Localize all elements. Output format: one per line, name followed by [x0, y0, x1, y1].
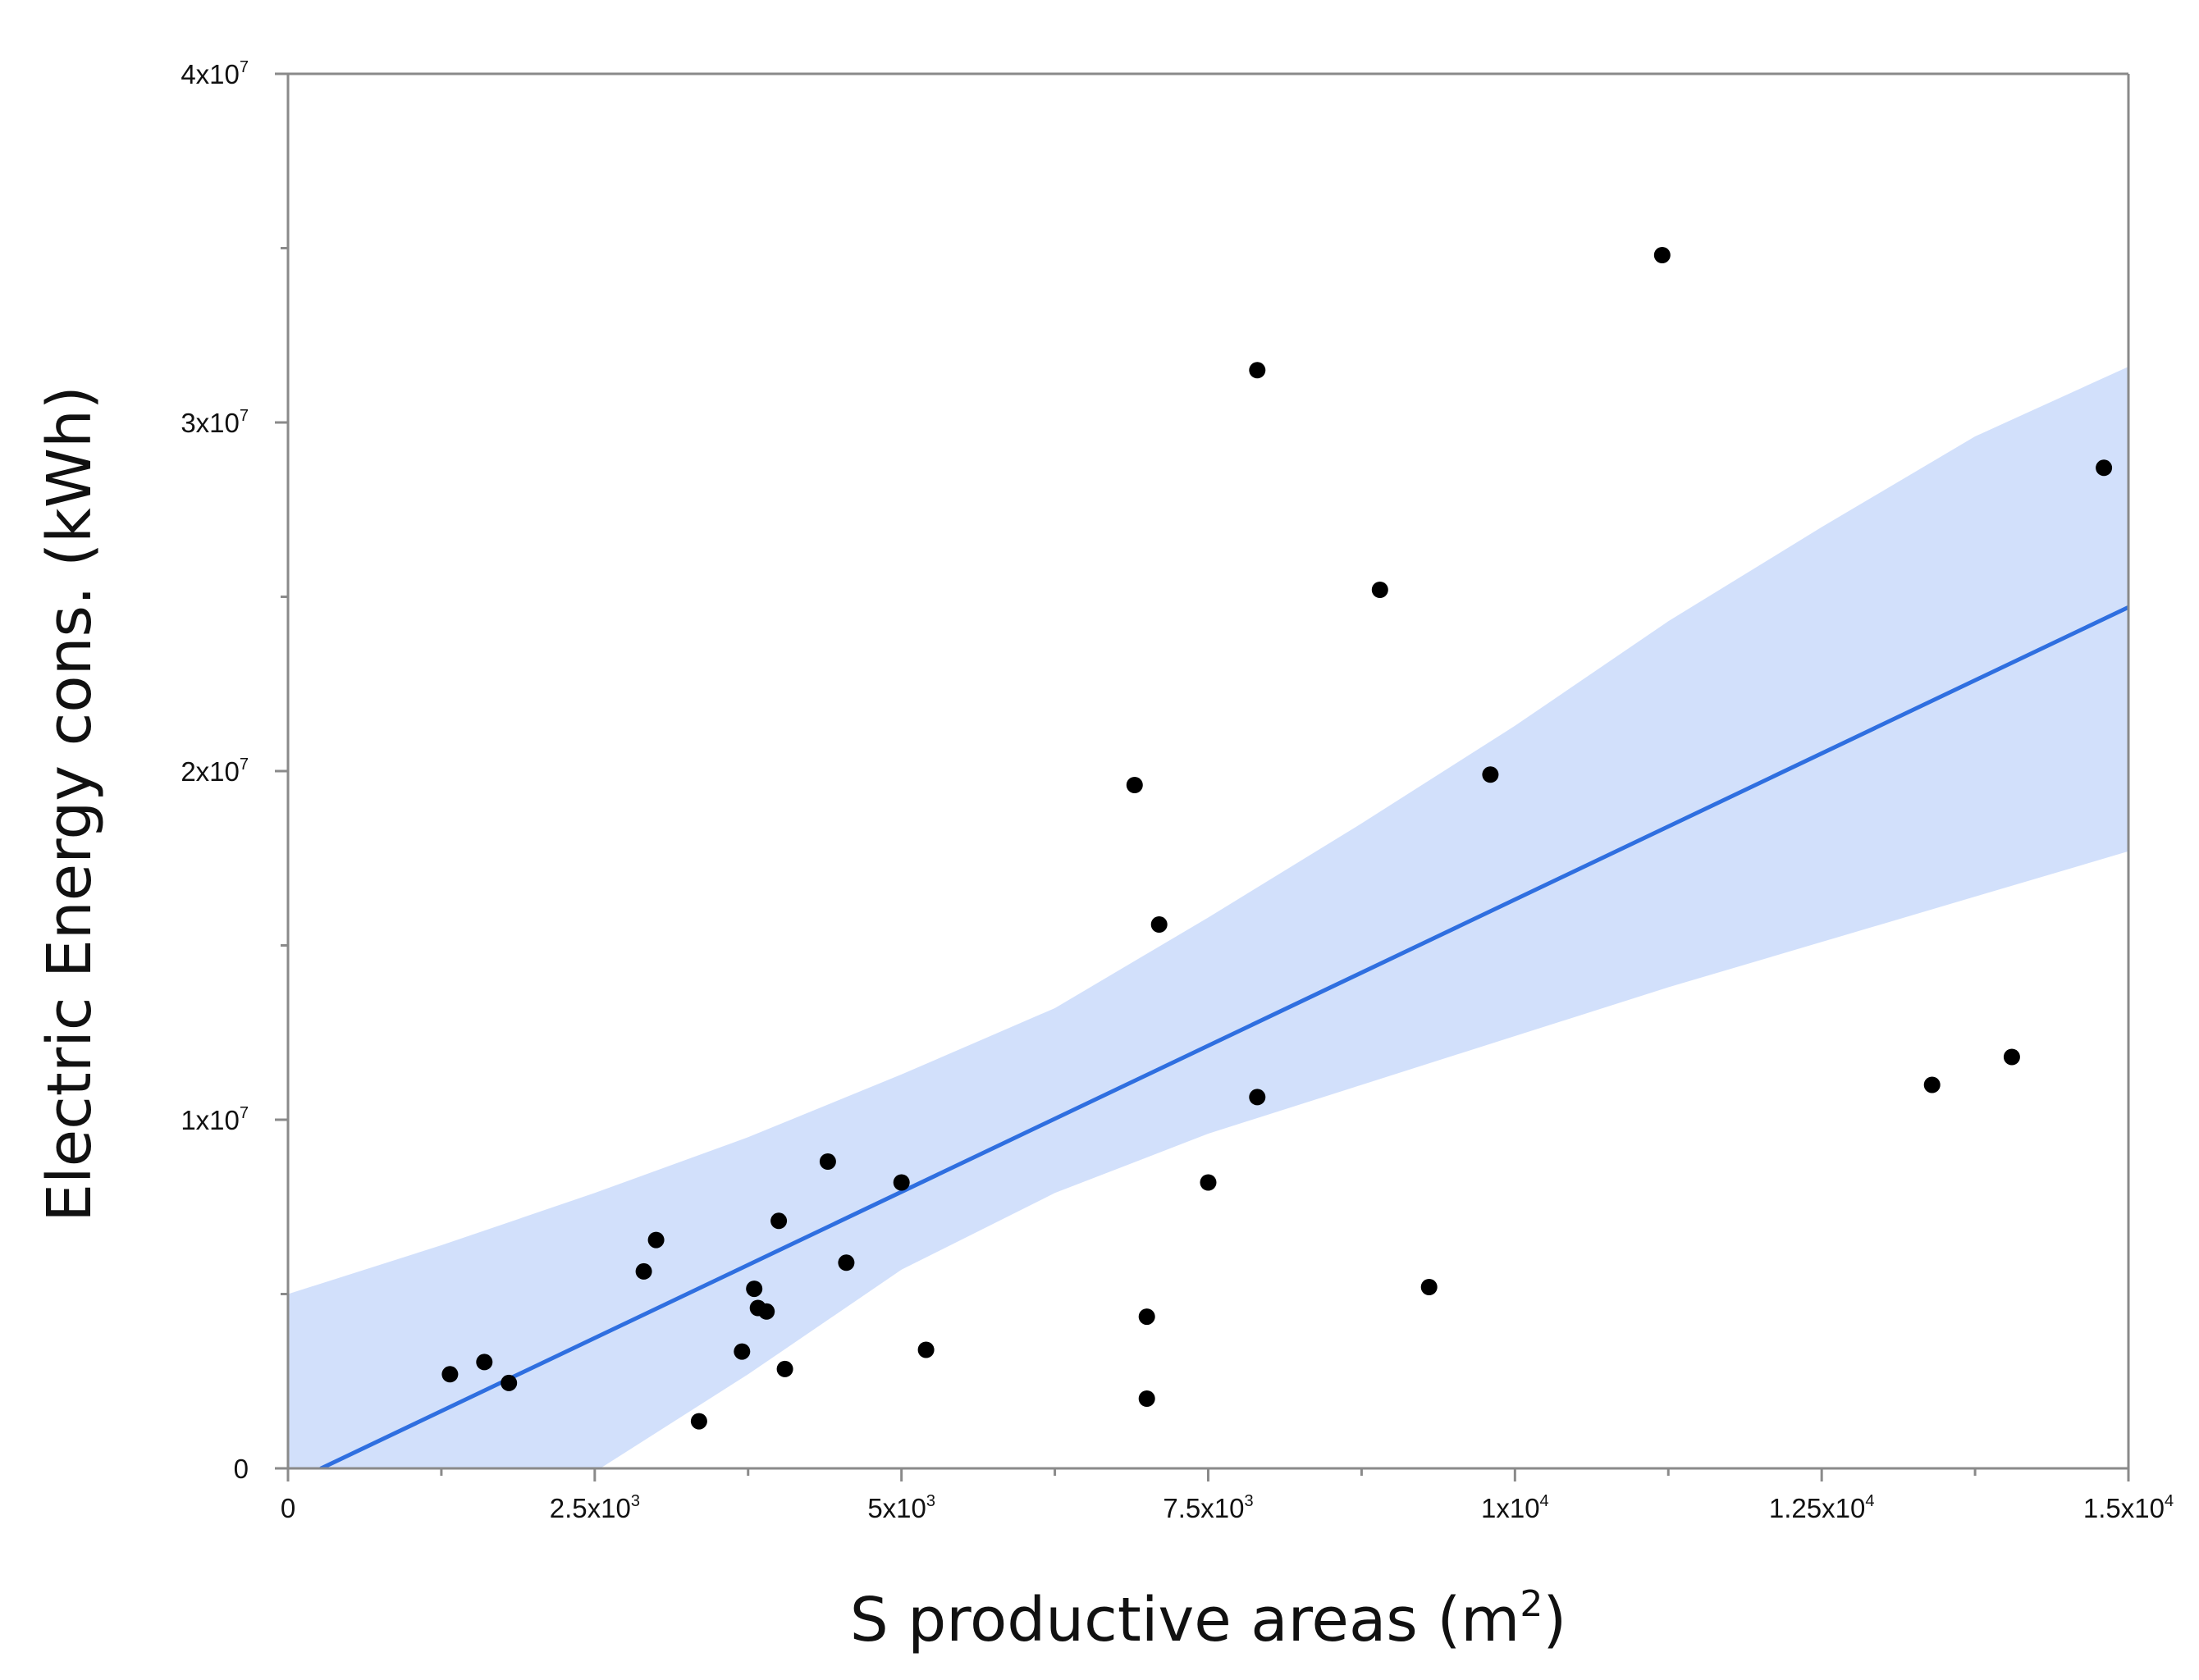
data-point	[441, 1366, 459, 1383]
data-point	[1371, 582, 1388, 598]
data-point	[917, 1341, 935, 1358]
data-point	[893, 1174, 910, 1191]
confidence-band	[288, 367, 2128, 1468]
data-point	[776, 1360, 793, 1377]
x-tick-label: 0	[281, 1493, 295, 1523]
data-point	[1138, 1390, 1155, 1407]
data-point	[635, 1262, 652, 1280]
data-point	[1653, 247, 1671, 263]
data-point	[734, 1343, 751, 1360]
data-point	[746, 1281, 763, 1298]
data-point	[476, 1354, 493, 1371]
x-tick-label: 1.5x104	[2083, 1492, 2174, 1523]
y-tick-label: 0	[234, 1454, 249, 1484]
data-point	[1200, 1174, 1217, 1191]
data-point	[501, 1374, 518, 1391]
data-point	[770, 1212, 788, 1230]
data-point	[838, 1254, 855, 1271]
x-tick-label: 5x103	[867, 1492, 935, 1523]
x-axis-title: S productive areas (m2)	[850, 1583, 1566, 1655]
data-point	[758, 1303, 775, 1320]
y-tick-label: 3x107	[181, 407, 249, 438]
data-point	[647, 1231, 665, 1249]
y-tick-label: 2x107	[181, 756, 249, 787]
data-point	[1126, 777, 1143, 793]
data-point	[1482, 766, 1499, 783]
x-tick-label: 2.5x103	[550, 1492, 640, 1523]
data-point	[690, 1413, 707, 1430]
data-point	[2003, 1048, 2020, 1066]
data-point	[1249, 362, 1266, 379]
data-point	[1923, 1076, 1941, 1093]
data-point	[1138, 1308, 1155, 1326]
regression-line	[318, 605, 2128, 1468]
data-point	[1420, 1279, 1438, 1295]
data-point	[2096, 459, 2113, 477]
data-point	[1249, 1089, 1266, 1106]
x-tick-label: 7.5x103	[1163, 1492, 1253, 1523]
data-point	[819, 1153, 836, 1170]
y-axis-title: Electric Energy cons. (kWh)	[34, 386, 105, 1221]
y-tick-label: 4x107	[181, 58, 249, 89]
x-tick-label: 1.25x104	[1769, 1492, 1875, 1523]
data-point	[1150, 916, 1168, 933]
y-tick-label: 1x107	[181, 1104, 249, 1135]
x-tick-label: 1x104	[1481, 1492, 1549, 1523]
